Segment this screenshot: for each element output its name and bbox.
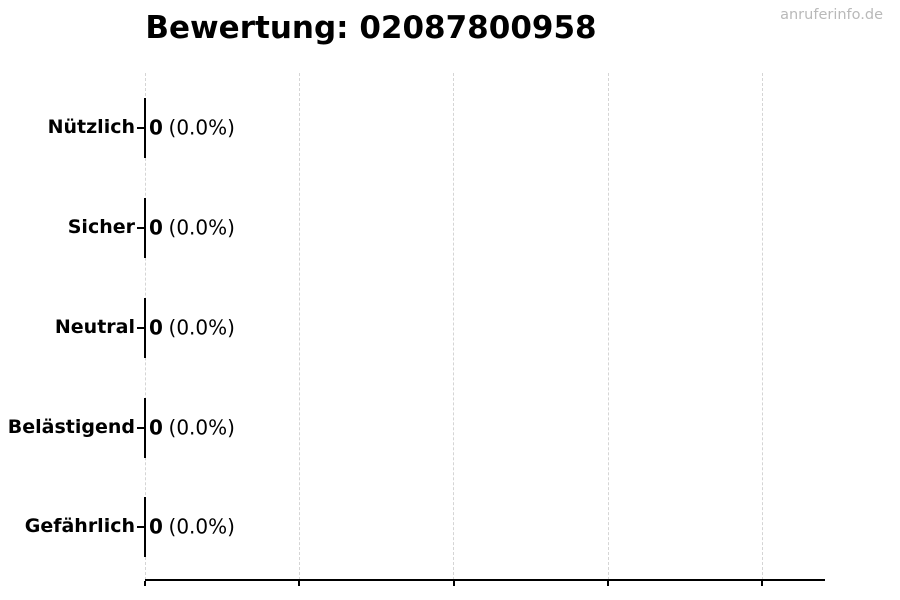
bar-value-percent: (0.0%)	[168, 115, 235, 140]
bar-value-label: 0 (0.0%)	[149, 514, 235, 538]
vertical-gridline	[298, 73, 300, 580]
bar-value-label: 0 (0.0%)	[149, 415, 235, 439]
bar-value-count: 0	[149, 315, 163, 340]
zero-value-bar	[144, 397, 146, 458]
chart-title: Bewertung: 02087800958	[145, 10, 597, 46]
bar-value-count: 0	[149, 215, 163, 240]
bar-value-percent: (0.0%)	[168, 514, 235, 539]
zero-value-bar	[144, 98, 146, 158]
category-label: Nützlich	[47, 116, 135, 139]
bar-value-percent: (0.0%)	[168, 215, 235, 240]
x-tick-mark	[452, 581, 455, 586]
x-tick-mark	[144, 581, 146, 586]
vertical-gridline	[761, 73, 763, 580]
x-axis-line	[145, 579, 825, 581]
category-label: Belästigend	[7, 415, 135, 438]
y-tick-mark	[137, 426, 144, 429]
category-label: Sicher	[67, 216, 135, 239]
zero-value-bar	[144, 298, 146, 358]
vertical-gridline	[453, 73, 454, 580]
y-tick-mark	[137, 327, 144, 329]
bar-value-count: 0	[149, 414, 163, 439]
x-tick-mark	[761, 581, 763, 586]
category-label: Neutral	[54, 316, 135, 339]
bar-value-percent: (0.0%)	[168, 414, 235, 439]
x-tick-mark	[298, 581, 300, 586]
bar-value-count: 0	[149, 514, 163, 539]
y-tick-mark	[137, 127, 144, 129]
bar-value-label: 0 (0.0%)	[149, 215, 235, 239]
zero-value-bar	[144, 198, 146, 258]
watermark-text: anruferinfo.de	[780, 7, 883, 23]
bar-value-label: 0 (0.0%)	[149, 315, 235, 339]
zero-value-bar	[144, 497, 146, 557]
bar-value-label: 0 (0.0%)	[149, 115, 235, 139]
x-axis-ticks	[144, 73, 825, 586]
vertical-gridline	[607, 73, 609, 580]
bar-value-count: 0	[149, 115, 163, 140]
y-tick-mark	[137, 526, 144, 528]
bar-value-percent: (0.0%)	[168, 315, 235, 340]
category-label: Gefährlich	[24, 515, 135, 538]
y-tick-mark	[137, 227, 144, 229]
x-tick-mark	[607, 581, 609, 586]
